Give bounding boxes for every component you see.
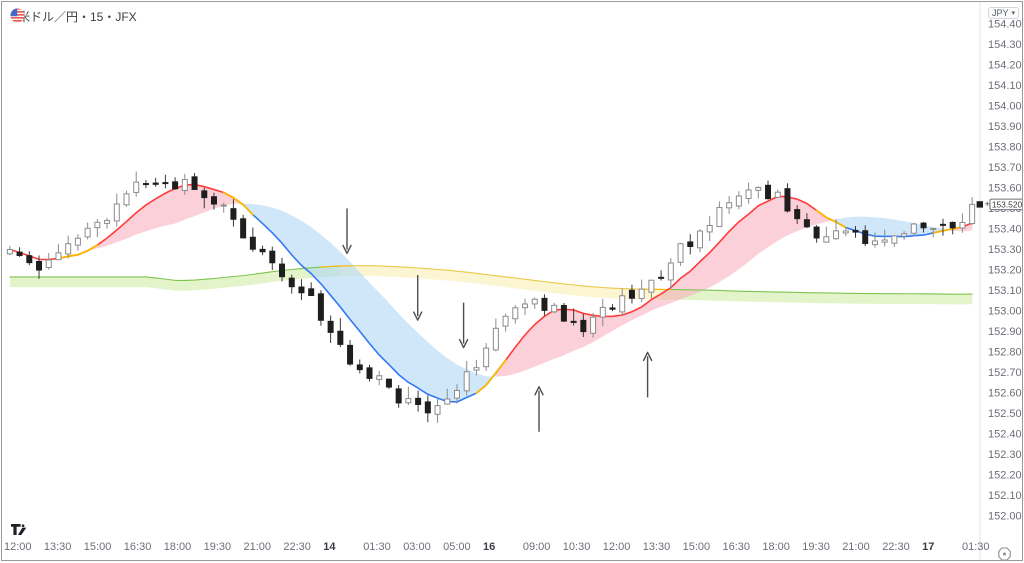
svg-text:10:30: 10:30: [563, 541, 591, 553]
svg-text:152.800: 152.800: [988, 347, 1023, 359]
svg-text:154.200: 154.200: [988, 60, 1023, 72]
svg-text:152.000: 152.000: [988, 511, 1023, 523]
svg-text:01:30: 01:30: [363, 541, 391, 553]
svg-text:152.700: 152.700: [988, 367, 1023, 379]
svg-text:22:30: 22:30: [882, 541, 910, 553]
svg-text:153.800: 153.800: [988, 142, 1023, 154]
svg-text:154.300: 154.300: [988, 39, 1023, 51]
svg-text:17: 17: [922, 541, 934, 553]
svg-text:153.200: 153.200: [988, 265, 1023, 277]
svg-text:16: 16: [483, 541, 495, 553]
svg-text:153.300: 153.300: [988, 244, 1023, 256]
svg-text:154.000: 154.000: [988, 101, 1023, 113]
svg-text:+: +: [985, 199, 990, 209]
svg-text:152.200: 152.200: [988, 470, 1023, 482]
svg-text:152.300: 152.300: [988, 449, 1023, 461]
svg-text:153.600: 153.600: [988, 183, 1023, 195]
svg-text:21:00: 21:00: [842, 541, 870, 553]
svg-text:16:30: 16:30: [723, 541, 751, 553]
svg-text:152.400: 152.400: [988, 429, 1023, 441]
svg-text:19:30: 19:30: [204, 541, 232, 553]
svg-text:152.900: 152.900: [988, 326, 1023, 338]
svg-text:14: 14: [323, 541, 336, 553]
svg-text:05:00: 05:00: [443, 541, 471, 553]
svg-text:03:00: 03:00: [403, 541, 431, 553]
svg-text:153.900: 153.900: [988, 121, 1023, 133]
svg-text:13:30: 13:30: [643, 541, 671, 553]
svg-text:21:00: 21:00: [244, 541, 272, 553]
svg-text:22:30: 22:30: [283, 541, 311, 553]
svg-text:19:30: 19:30: [802, 541, 830, 553]
svg-text:15:00: 15:00: [683, 541, 711, 553]
svg-text:152.500: 152.500: [988, 408, 1023, 420]
svg-text:152.600: 152.600: [988, 388, 1023, 400]
svg-text:09:00: 09:00: [523, 541, 551, 553]
svg-text:153.520: 153.520: [992, 199, 1023, 209]
svg-text:18:00: 18:00: [762, 541, 790, 553]
svg-text:12:00: 12:00: [4, 541, 32, 553]
svg-text:01:30: 01:30: [962, 541, 990, 553]
svg-text:153.400: 153.400: [988, 224, 1023, 236]
svg-text:153.700: 153.700: [988, 162, 1023, 174]
svg-text:18:00: 18:00: [164, 541, 192, 553]
svg-text:153.000: 153.000: [988, 306, 1023, 318]
svg-text:154.400: 154.400: [988, 19, 1023, 31]
svg-text:13:30: 13:30: [44, 541, 72, 553]
svg-text:16:30: 16:30: [124, 541, 152, 553]
svg-text:154.100: 154.100: [988, 80, 1023, 92]
svg-text:152.100: 152.100: [988, 490, 1023, 502]
svg-text:153.100: 153.100: [988, 285, 1023, 297]
svg-text:12:00: 12:00: [603, 541, 631, 553]
svg-text:15:00: 15:00: [84, 541, 112, 553]
